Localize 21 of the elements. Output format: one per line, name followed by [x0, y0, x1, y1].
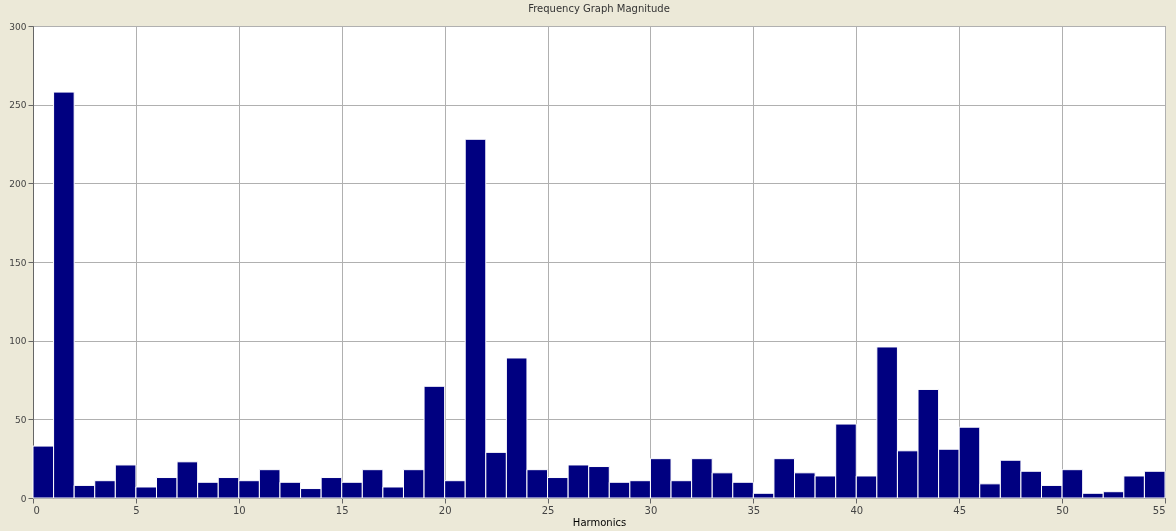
y-tick-label: 200 [9, 178, 27, 189]
x-tick-label: 15 [335, 504, 349, 516]
x-tick-label: 20 [438, 504, 452, 516]
y-tick-label: 50 [15, 414, 27, 425]
x-tick-label: 55 [1152, 504, 1166, 516]
y-tick-label: 250 [9, 100, 27, 111]
y-tick-label: 0 [20, 493, 27, 504]
y-tick-label: 150 [9, 257, 27, 268]
y-tick-label: 100 [9, 336, 27, 347]
x-tick-label: 45 [953, 504, 967, 516]
x-tick-label: 35 [747, 504, 761, 516]
x-tick-label: 5 [133, 504, 140, 516]
x-tick-label: 50 [1056, 504, 1069, 516]
x-tick-label: 30 [644, 504, 658, 516]
chart-title: Frequency Graph Magnitude [528, 3, 670, 14]
x-tick-label: 10 [232, 504, 246, 516]
x-axis-title: Harmonics [572, 516, 627, 528]
x-tick-label: 40 [850, 504, 864, 516]
y-tick-label: 300 [9, 21, 27, 32]
x-tick-label: 0 [33, 504, 40, 516]
x-tick-label: 25 [541, 504, 555, 516]
